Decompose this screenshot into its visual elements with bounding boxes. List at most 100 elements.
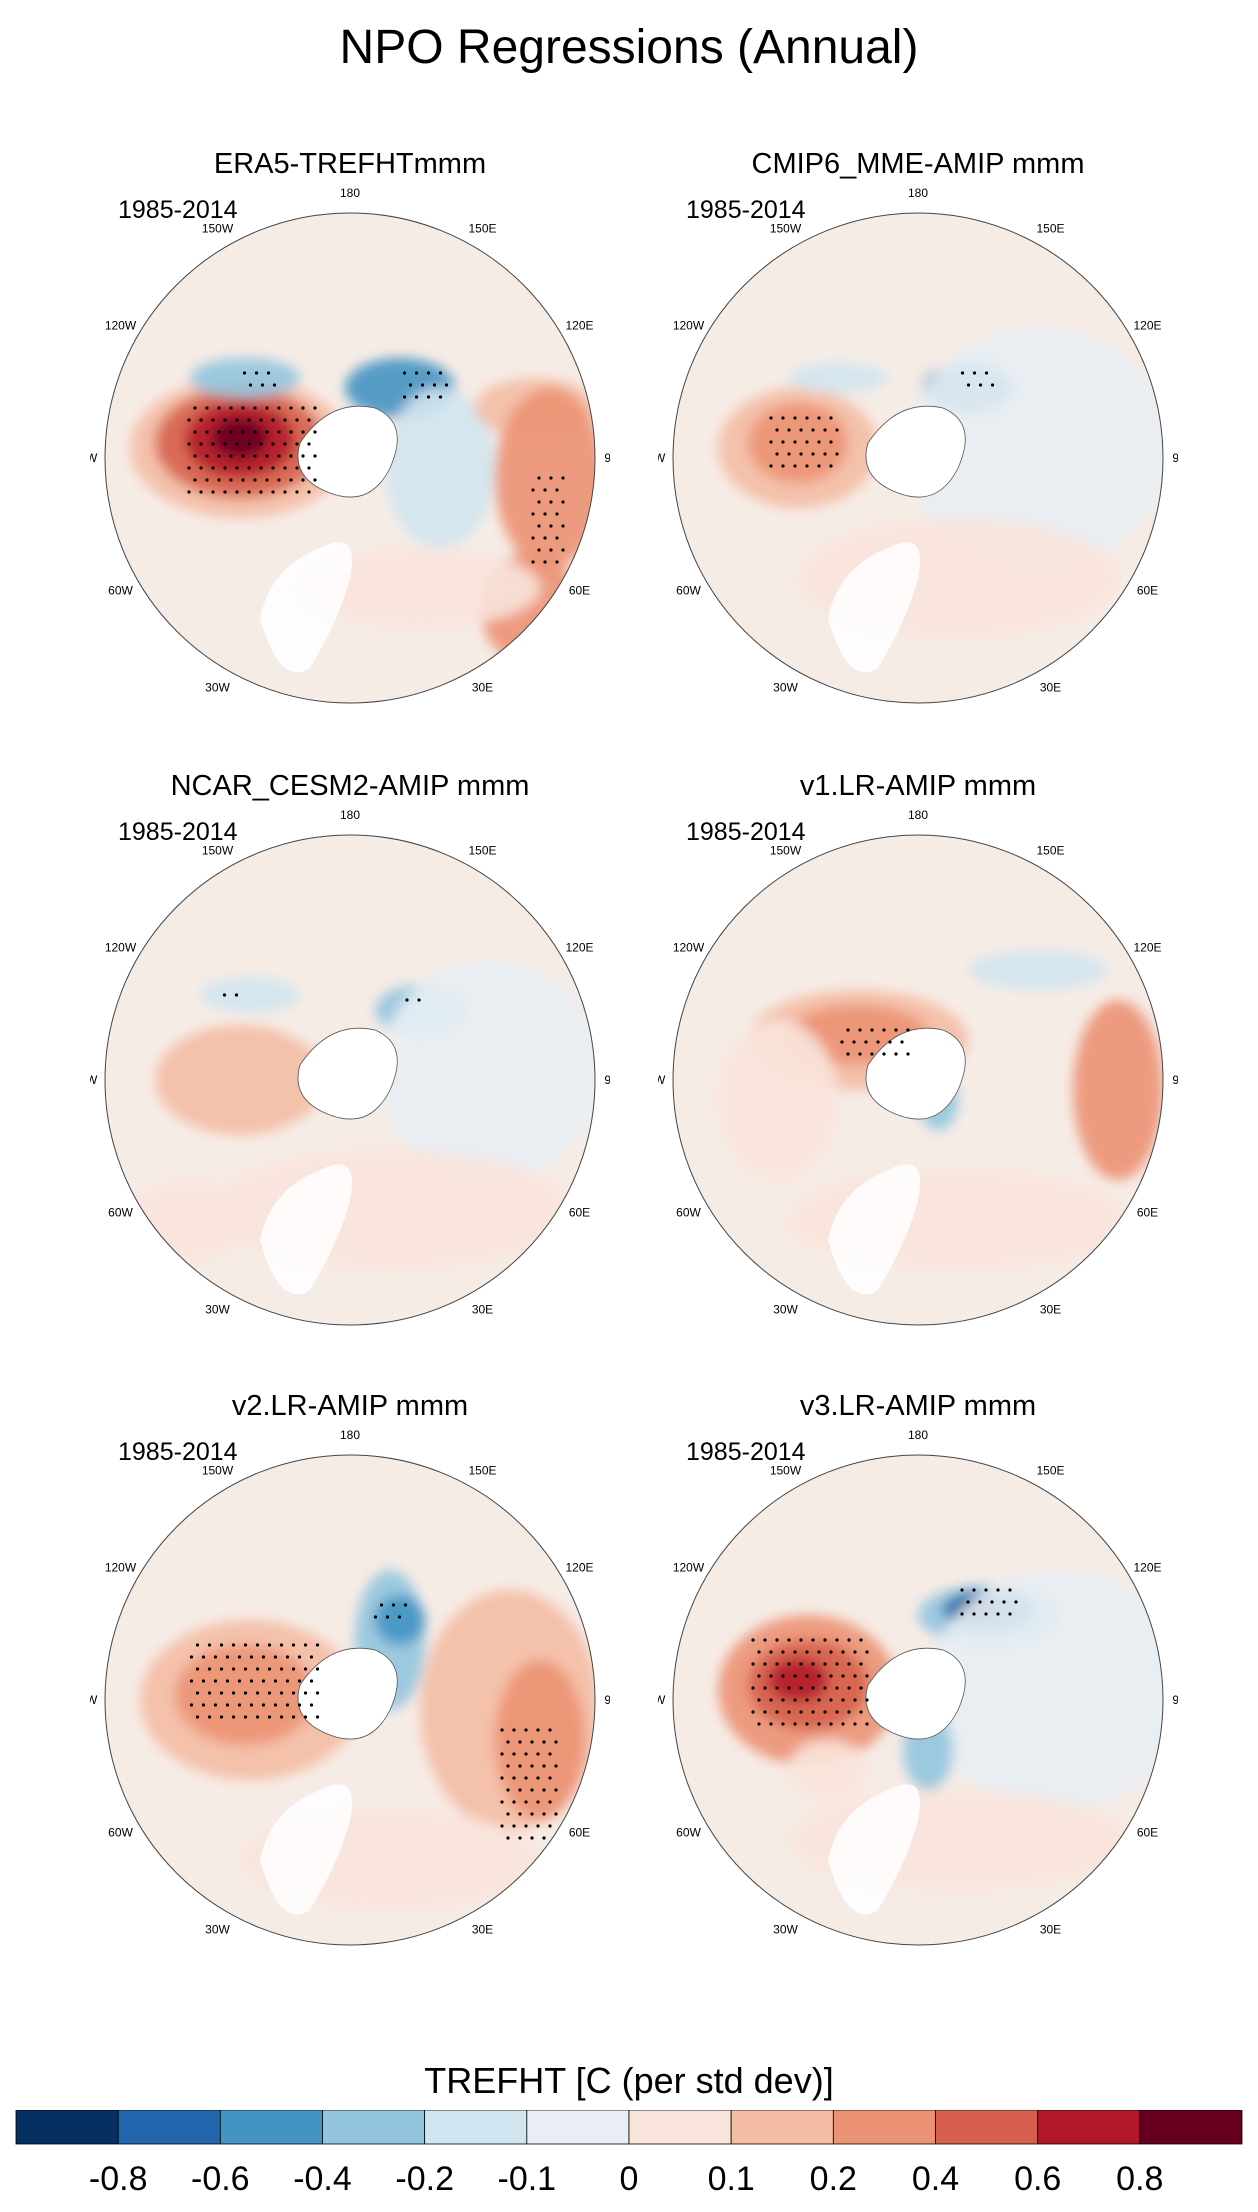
significance-dot	[279, 1643, 284, 1647]
significance-dot	[960, 371, 965, 375]
longitude-label: 90W	[90, 1693, 98, 1707]
significance-dot	[237, 1679, 242, 1683]
significance-dot	[900, 1040, 904, 1044]
significance-dot	[403, 1603, 408, 1607]
significance-dot	[823, 1686, 827, 1690]
colorbar-swatch	[424, 2110, 528, 2145]
panel-period: 1985-2014	[118, 1438, 238, 1466]
significance-dot	[438, 371, 443, 375]
significance-dot	[253, 430, 257, 434]
map-boundary	[104, 212, 596, 704]
longitude-label: 60W	[676, 1826, 701, 1840]
significance-dot	[882, 1052, 886, 1056]
anomaly-region	[908, 328, 1163, 568]
significance-dot	[996, 1588, 1000, 1592]
longitude-label: 150E	[1036, 844, 1064, 858]
significance-dot	[984, 1612, 988, 1616]
longitude-label: 120W	[105, 941, 137, 955]
significance-dot	[506, 1788, 510, 1792]
significance-dot	[223, 418, 227, 422]
longitude-label: 60W	[108, 1826, 133, 1840]
significance-dot	[242, 371, 247, 375]
significance-dot	[213, 1679, 218, 1683]
significance-dot	[549, 476, 553, 480]
significance-dot	[219, 1715, 224, 1719]
significance-dot	[247, 490, 251, 494]
significance-dot	[309, 1703, 314, 1707]
significance-dot	[1008, 1612, 1012, 1616]
longitude-label: 120W	[673, 319, 705, 333]
significance-dot	[853, 1674, 857, 1678]
longitude-label: 60E	[1137, 1206, 1158, 1220]
significance-dot	[289, 454, 293, 458]
longitude-label: 150W	[770, 222, 802, 236]
significance-dot	[291, 1667, 296, 1671]
significance-dot	[313, 454, 317, 458]
anomaly-region	[200, 977, 300, 1013]
significance-dot	[543, 488, 547, 492]
significance-dot	[301, 406, 305, 410]
anomaly-region	[748, 403, 848, 483]
longitude-label: 180	[340, 808, 360, 822]
significance-dot	[542, 1764, 546, 1768]
significance-dot	[199, 466, 203, 470]
significance-dot	[870, 1028, 874, 1032]
significance-dot	[793, 1650, 797, 1654]
significance-dot	[542, 1788, 546, 1792]
significance-dot	[870, 1052, 874, 1056]
anomaly-region	[380, 960, 595, 1180]
significance-dot	[231, 1715, 236, 1719]
atlantic-ocean	[260, 1784, 352, 1915]
significance-dot	[847, 1638, 851, 1642]
significance-dot	[265, 454, 269, 458]
significance-dot	[543, 512, 547, 516]
colorbar-level-label: 0.1	[708, 2160, 755, 2198]
anomaly-region	[718, 1020, 838, 1180]
significance-dot	[285, 1679, 290, 1683]
significance-dot	[775, 452, 779, 456]
map-panel: 180150E120E90E60E30E030W60W90W120W150WER…	[90, 148, 610, 708]
significance-dot	[799, 1686, 803, 1690]
significance-dot	[530, 1812, 534, 1816]
longitude-label: 30E	[1040, 1303, 1061, 1317]
map-panel: 180150E120E90E60E30E030W60W90W120W150Wv1…	[658, 770, 1178, 1330]
longitude-label: 90W	[90, 1073, 98, 1087]
longitude-label: 180	[340, 1428, 360, 1442]
significance-dot	[307, 490, 311, 494]
significance-dot	[775, 1662, 779, 1666]
significance-dot	[524, 1752, 528, 1756]
colorbar-level-label: -0.8	[89, 2160, 148, 2198]
significance-dot	[805, 440, 809, 444]
significance-dot	[865, 1650, 869, 1654]
significance-dot	[799, 1638, 803, 1642]
colorbar-swatch	[117, 2110, 221, 2145]
significance-dot	[805, 1650, 809, 1654]
significance-dot	[199, 442, 203, 446]
significance-dot	[217, 406, 221, 410]
significance-dot	[530, 1764, 534, 1768]
polar-map: 180150E120E90E60E30E030W60W90W120W150W	[658, 186, 1178, 704]
significance-dot	[835, 428, 839, 432]
significance-dot	[518, 1836, 522, 1840]
significance-dot	[853, 1722, 857, 1726]
significance-dot	[506, 1740, 510, 1744]
significance-dot	[195, 1643, 200, 1647]
significance-dot	[265, 478, 269, 482]
significance-dot	[229, 454, 233, 458]
significance-dot	[787, 428, 791, 432]
longitude-label: 60W	[108, 1206, 133, 1220]
longitude-label: 150W	[202, 1464, 234, 1478]
anomaly-region	[385, 388, 495, 548]
significance-dot	[829, 1722, 833, 1726]
polar-map: 180150E120E90E60E30E030W60W90W120W150W	[658, 808, 1178, 1326]
significance-dot	[757, 1722, 761, 1726]
significance-dot	[781, 416, 785, 420]
significance-dot	[555, 560, 559, 564]
significance-dot	[195, 1667, 200, 1671]
longitude-label: 120E	[565, 941, 593, 955]
significance-dot	[500, 1728, 504, 1732]
colorbar-level-label: 0.4	[912, 2160, 959, 2198]
significance-dot	[763, 1686, 767, 1690]
significance-dot	[853, 1698, 857, 1702]
significance-dot	[840, 1040, 844, 1044]
